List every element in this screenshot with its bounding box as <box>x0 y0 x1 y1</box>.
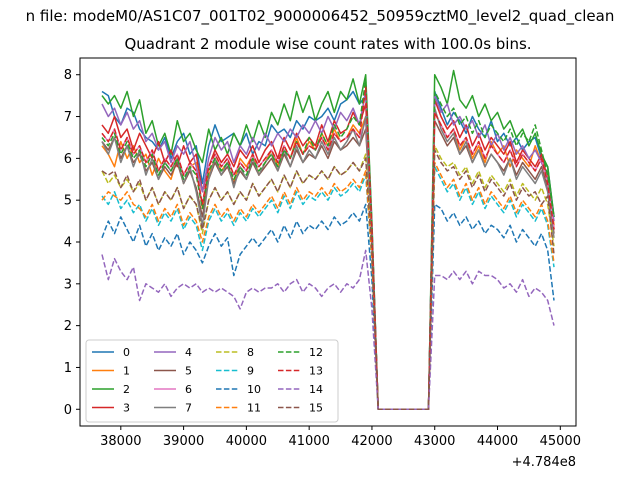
x-tick-label: 45000 <box>540 434 581 449</box>
series-line-3 <box>101 99 555 411</box>
series-line-7 <box>101 107 555 411</box>
x-tick-label: 38000 <box>100 434 141 449</box>
x-tick-label: 44000 <box>477 434 518 449</box>
chart-title: Quadrant 2 module wise count rates with … <box>124 35 531 53</box>
series-line-14 <box>101 249 555 411</box>
x-tick-label: 40000 <box>226 434 267 449</box>
series-line-11 <box>101 161 555 411</box>
legend-label-11: 11 <box>247 402 261 415</box>
x-tick-label: 43000 <box>414 434 455 449</box>
series-line-4 <box>101 90 555 411</box>
series-line-2 <box>101 69 555 411</box>
figure-suptitle: n file: modeM0/AS1C07_001T02_9000006452_… <box>26 7 615 26</box>
legend-box <box>85 339 339 423</box>
legend-label-4: 4 <box>185 346 192 359</box>
y-tick-label: 6 <box>64 152 72 167</box>
y-axis: 0 1 2 3 4 5 6 7 8 <box>64 68 80 418</box>
x-tick-label: 39000 <box>163 434 204 449</box>
x-offset-label: +4.784e8 <box>512 455 576 470</box>
legend-label-7: 7 <box>185 402 192 415</box>
legend-label-14: 14 <box>309 383 323 396</box>
y-tick-label: 8 <box>64 68 72 83</box>
y-tick-label: 7 <box>64 110 72 125</box>
series-layer <box>101 69 555 411</box>
legend-label-3: 3 <box>123 402 130 415</box>
legend-label-1: 1 <box>123 365 130 378</box>
legend-label-15: 15 <box>309 402 323 415</box>
series-line-9 <box>101 165 555 411</box>
y-tick-label: 3 <box>64 277 72 292</box>
series-line-15 <box>101 149 555 411</box>
legend-label-13: 13 <box>309 365 323 378</box>
y-tick-label: 0 <box>64 403 72 418</box>
legend-label-9: 9 <box>247 365 254 378</box>
legend-label-6: 6 <box>185 383 192 396</box>
legend-label-10: 10 <box>247 383 261 396</box>
x-axis: 38000 39000 40000 41000 42000 43000 44000 45000 <box>100 426 581 449</box>
y-tick-label: 2 <box>64 319 72 334</box>
series-line-10 <box>101 203 555 411</box>
y-tick-label: 5 <box>64 194 72 209</box>
series-line-12 <box>101 78 555 411</box>
y-tick-label: 4 <box>64 236 72 251</box>
y-tick-label: 1 <box>64 361 72 376</box>
series-line-0 <box>101 90 555 411</box>
legend-label-5: 5 <box>185 365 192 378</box>
legend-label-2: 2 <box>123 383 130 396</box>
legend-label-8: 8 <box>247 346 254 359</box>
x-tick-label: 41000 <box>288 434 329 449</box>
legend-label-0: 0 <box>123 346 130 359</box>
legend-label-12: 12 <box>309 346 323 359</box>
series-line-13 <box>101 86 555 411</box>
x-tick-label: 42000 <box>351 434 392 449</box>
